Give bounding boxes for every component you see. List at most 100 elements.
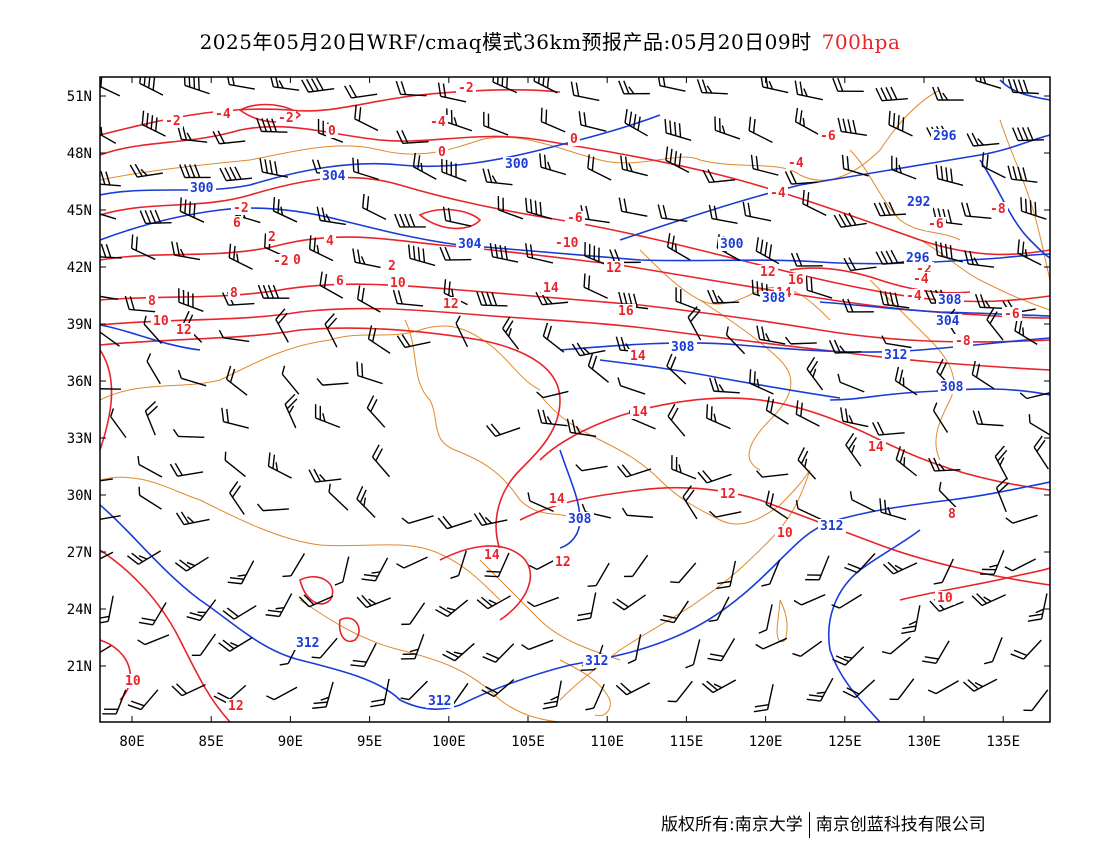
height-label: 308 xyxy=(940,380,964,395)
wind-barb xyxy=(129,163,164,178)
label-halo xyxy=(456,237,484,251)
wind-barb xyxy=(753,684,774,713)
wind-barb xyxy=(974,77,1002,90)
temperature-label: 12 xyxy=(176,323,192,338)
wind-barb xyxy=(615,682,651,696)
temperature-label: -10 xyxy=(555,236,579,251)
wind-barb xyxy=(314,404,341,429)
label-halo xyxy=(541,281,561,295)
height-label: 312 xyxy=(884,348,907,363)
wind-barb xyxy=(367,325,391,354)
label-halo xyxy=(503,157,531,171)
wind-barb xyxy=(179,164,211,179)
wind-barb xyxy=(707,289,740,304)
wind-barb xyxy=(492,77,518,94)
wind-barb xyxy=(748,116,773,143)
copyright-owner: 版权所有:南京大学 xyxy=(661,815,803,835)
label-halo xyxy=(231,216,243,230)
wind-barb xyxy=(888,110,913,137)
label-halo xyxy=(334,274,346,288)
wind-barb xyxy=(994,445,1009,480)
label-halo xyxy=(760,291,788,305)
lon-tick-label: 100E xyxy=(432,734,466,750)
wind-barb xyxy=(666,233,691,261)
label-halo xyxy=(1046,281,1050,295)
wind-barb xyxy=(228,243,253,270)
wind-barb xyxy=(708,377,740,394)
lon-tick-label: 105E xyxy=(511,734,545,750)
wind-barb xyxy=(539,153,567,176)
wind-barb xyxy=(356,594,391,609)
label-halo xyxy=(936,293,964,307)
label-halo xyxy=(568,132,580,146)
wind-barb xyxy=(100,119,117,144)
wind-barb xyxy=(100,170,121,187)
lon-tick-label: 115E xyxy=(670,734,704,750)
wind-barb xyxy=(1011,126,1044,142)
label-halo xyxy=(786,156,806,170)
label-halo xyxy=(775,526,795,540)
label-halo xyxy=(583,654,611,668)
wind-barb xyxy=(570,81,600,102)
wind-barb xyxy=(537,409,568,427)
map-frame xyxy=(99,76,1051,723)
temperature-label: 10 xyxy=(153,314,169,329)
wind-barb xyxy=(450,550,467,579)
wind-barb xyxy=(881,636,911,655)
wind-barb xyxy=(1005,514,1038,524)
wind-barb xyxy=(831,593,863,609)
label-halo xyxy=(911,272,931,286)
wind-barb xyxy=(875,86,908,102)
wind-barb xyxy=(218,329,250,343)
label-halo xyxy=(388,276,408,290)
wind-barb xyxy=(272,196,298,223)
wind-barb xyxy=(714,116,741,140)
wind-barb xyxy=(806,677,834,702)
wind-barb xyxy=(961,202,992,220)
label-halo xyxy=(630,405,650,419)
temperature-label: 14 xyxy=(868,440,884,455)
wind-barb xyxy=(102,689,127,715)
label-halo xyxy=(1046,194,1050,208)
wind-barb xyxy=(657,204,688,223)
temperature-label: -6 xyxy=(820,129,836,144)
wind-barb xyxy=(352,157,379,181)
wind-barb xyxy=(667,403,686,437)
wind-barb xyxy=(894,366,918,396)
temperature-label: 12 xyxy=(720,487,736,502)
temperature-label: 14 xyxy=(632,405,648,420)
wind-barb xyxy=(675,287,701,312)
label-halo xyxy=(188,181,216,195)
height-label: 304 xyxy=(322,169,346,184)
label-halo xyxy=(320,169,348,183)
wind-barb xyxy=(891,155,917,180)
wind-barb xyxy=(833,212,867,228)
label-halo xyxy=(231,201,251,215)
wind-barb xyxy=(137,455,163,478)
wind-barb xyxy=(124,295,156,313)
wind-barb xyxy=(350,643,377,668)
wind-barb xyxy=(352,248,381,269)
wind-barb xyxy=(542,322,565,353)
temperature-label: -2 xyxy=(165,114,181,129)
wind-barb xyxy=(408,244,436,267)
wind-barb xyxy=(225,365,248,396)
wind-barb xyxy=(174,556,209,572)
wind-barb xyxy=(435,599,469,618)
wind-barb xyxy=(533,77,558,94)
wind-barb xyxy=(316,206,346,226)
wind-barb xyxy=(100,330,120,347)
wind-barb xyxy=(832,77,864,93)
label-halo xyxy=(428,115,448,129)
wind-barb xyxy=(576,592,597,622)
wind-barb xyxy=(175,511,210,526)
wind-barb xyxy=(832,646,865,666)
temperature-label: 12 xyxy=(555,555,571,570)
wind-barb xyxy=(837,117,868,136)
wind-barb xyxy=(100,507,121,521)
wind-barb xyxy=(875,249,909,265)
label-halo xyxy=(266,230,278,244)
wind-barb xyxy=(476,291,508,307)
wind-barb xyxy=(525,197,553,220)
wind-barb xyxy=(395,80,427,97)
